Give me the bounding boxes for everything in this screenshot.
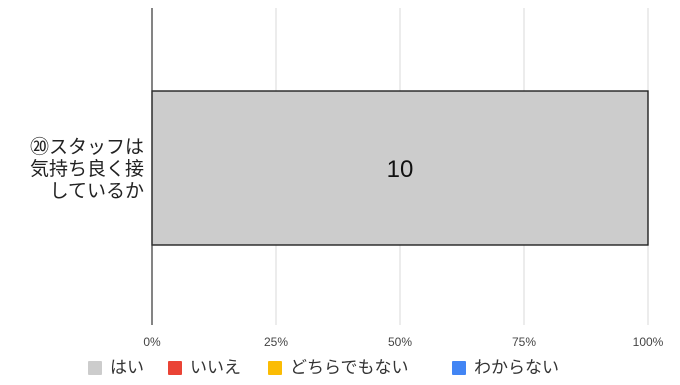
bar-segment-0: [151, 90, 649, 246]
x-tick-label: 50%: [388, 335, 412, 349]
data-label: 10: [387, 156, 414, 183]
x-tick-label: 75%: [512, 335, 536, 349]
legend-label: はい: [110, 358, 144, 378]
legend-swatch: [168, 361, 182, 375]
x-axis-tick-labels: 0% 25% 50% 75% 100%: [143, 335, 663, 349]
x-tick-label: 0%: [143, 335, 161, 349]
legend-label: わからない: [474, 358, 559, 378]
legend-swatch: [88, 361, 102, 375]
legend-swatch: [268, 361, 282, 375]
legend-label: どちらでもない: [290, 358, 409, 378]
legend-label: いいえ: [190, 358, 241, 378]
category-label-line: ⑳スタッフは: [30, 136, 144, 158]
legend: はい いいえ どちらでもない わからない: [88, 358, 559, 378]
category-label-line: しているか: [50, 180, 144, 202]
x-tick-label: 25%: [264, 335, 288, 349]
category-label-line: 気持ち良く接: [30, 158, 144, 180]
bar-series: [151, 90, 649, 246]
legend-swatch: [452, 361, 466, 375]
x-tick-label: 100%: [633, 335, 664, 349]
data-labels: 10: [387, 156, 414, 183]
